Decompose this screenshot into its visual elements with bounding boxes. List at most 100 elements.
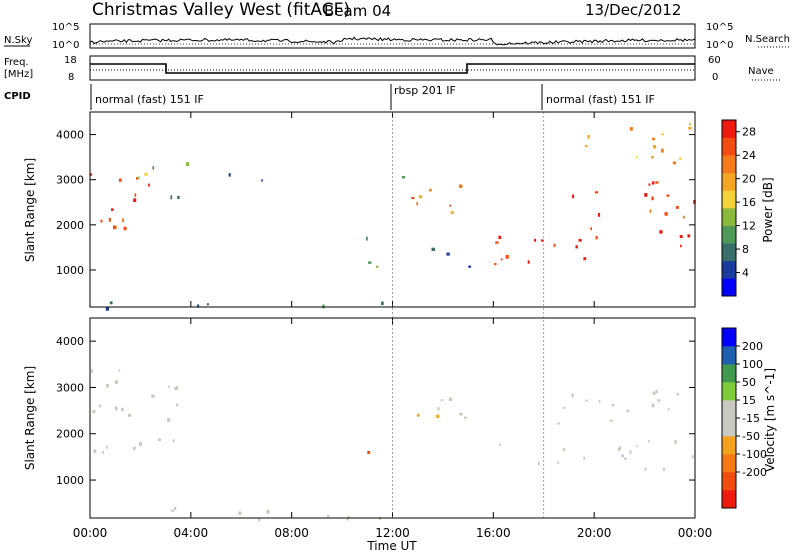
data-cell bbox=[679, 235, 683, 238]
data-cell bbox=[495, 241, 499, 244]
data-cell bbox=[590, 227, 592, 231]
data-cell bbox=[678, 157, 682, 160]
data-cell bbox=[494, 263, 497, 266]
data-cell bbox=[133, 446, 136, 450]
data-cell bbox=[99, 404, 102, 408]
data-cell bbox=[172, 439, 175, 442]
data-cell bbox=[136, 177, 138, 180]
colorbar-tick-label: -15 bbox=[742, 412, 760, 425]
velocity-colorbar-label: Velocity [m s^-1] bbox=[763, 368, 777, 472]
y-tick-label: 2000 bbox=[56, 219, 84, 232]
data-cell bbox=[122, 218, 124, 223]
data-cell bbox=[106, 384, 109, 388]
data-cell bbox=[534, 238, 537, 242]
data-cell bbox=[661, 148, 664, 153]
data-cell bbox=[446, 252, 450, 256]
data-cell bbox=[418, 195, 423, 199]
time-axis: 00:00 04:00 08:00 12:00 16:00 20:00 00:00 bbox=[73, 112, 713, 540]
freq-right-tick-bottom: 0 bbox=[712, 72, 718, 83]
data-cell bbox=[139, 442, 142, 446]
data-cell bbox=[411, 196, 415, 199]
data-cell bbox=[657, 399, 661, 402]
data-cell bbox=[185, 162, 190, 167]
data-cell bbox=[367, 450, 371, 454]
data-cell bbox=[578, 238, 582, 242]
colorbar-tick-label: 20 bbox=[742, 173, 756, 186]
data-cell bbox=[553, 243, 556, 248]
cpid-mode-label: normal (fast) 151 IF bbox=[95, 93, 204, 106]
colorbar-tick-label: 100 bbox=[742, 358, 763, 371]
data-cell bbox=[177, 195, 180, 199]
x-tick-label: 00:00 bbox=[678, 526, 713, 540]
data-cell bbox=[594, 191, 599, 194]
data-cell bbox=[366, 236, 368, 241]
data-cell bbox=[571, 393, 574, 398]
data-cell bbox=[587, 135, 590, 139]
velocity-colorbar: 200 100 50 15 -15 -50 -100 -200 bbox=[721, 327, 767, 509]
colorbar-tick-label: 8 bbox=[742, 243, 749, 256]
data-cell bbox=[648, 183, 651, 186]
data-cell bbox=[375, 265, 379, 268]
colorbar-frame bbox=[721, 119, 737, 297]
colorbar-tick-label: 28 bbox=[742, 126, 756, 139]
data-cell bbox=[90, 173, 93, 176]
data-cell bbox=[459, 184, 463, 188]
data-cell bbox=[346, 517, 349, 521]
data-cell bbox=[381, 301, 384, 306]
frequency-strip: Freq. [MHz] 18 8 60 0 Nave bbox=[4, 55, 780, 83]
y-tick-label: 3000 bbox=[56, 174, 84, 187]
noise-sky-trace bbox=[89, 36, 696, 46]
colorbar-segment bbox=[722, 225, 736, 244]
freq-left-tick-bottom: 8 bbox=[68, 72, 74, 83]
data-cell bbox=[500, 258, 503, 261]
power-y-axis: 1000 2000 3000 4000 bbox=[56, 129, 695, 277]
y-tick-label: 4000 bbox=[56, 129, 84, 142]
colorbar-segment bbox=[722, 120, 736, 138]
data-cell bbox=[118, 178, 122, 182]
x-tick-label: 20:00 bbox=[577, 526, 612, 540]
data-cell bbox=[144, 172, 148, 176]
data-cell bbox=[368, 261, 372, 264]
data-cell bbox=[450, 211, 454, 214]
data-cell bbox=[583, 456, 585, 460]
data-cell bbox=[93, 449, 97, 453]
y-tick-label: 3000 bbox=[56, 381, 84, 394]
data-cell bbox=[651, 403, 655, 408]
power-ylabel: Slant Range [km] bbox=[23, 158, 37, 262]
data-cell bbox=[168, 385, 170, 389]
time-axis-label: Time UT bbox=[366, 539, 417, 553]
colorbar-tick-label: 50 bbox=[742, 376, 756, 389]
data-cell bbox=[505, 254, 509, 259]
data-cell bbox=[538, 462, 540, 466]
data-cell bbox=[170, 509, 175, 512]
data-cell bbox=[687, 234, 691, 238]
velocity-panel: 1000 2000 3000 4000 Slant Range [km] 200 100… bbox=[23, 317, 777, 522]
x-tick-label: 00:00 bbox=[73, 526, 108, 540]
data-cell bbox=[327, 515, 330, 518]
cpid-label: CPID bbox=[4, 91, 31, 102]
data-cell bbox=[100, 219, 103, 223]
colorbar-tick-label: -200 bbox=[742, 466, 767, 479]
data-cell bbox=[661, 133, 664, 136]
data-cell bbox=[133, 198, 137, 203]
power-colorbar-label: Power [dB] bbox=[761, 177, 775, 242]
data-cell bbox=[662, 468, 665, 472]
noise-strip: N.Sky 10^5 10^0 10^5 10^0 N.Search bbox=[4, 22, 790, 51]
plot-title: Christmas Valley West (fitACF) bbox=[92, 0, 350, 20]
data-cell bbox=[152, 166, 155, 170]
colorbar-segment bbox=[722, 400, 736, 419]
data-cell bbox=[659, 230, 663, 234]
x-tick-label: 04:00 bbox=[174, 526, 209, 540]
colorbar-segment bbox=[722, 382, 736, 401]
data-cell bbox=[416, 201, 418, 206]
data-cell bbox=[102, 451, 104, 455]
data-cell bbox=[258, 517, 261, 522]
data-cell bbox=[595, 235, 598, 240]
data-cell bbox=[92, 410, 96, 414]
colorbar-segment bbox=[722, 137, 736, 156]
data-cell bbox=[585, 399, 588, 402]
data-cell bbox=[672, 161, 677, 165]
colorbar-segment bbox=[722, 418, 736, 437]
data-cell bbox=[123, 226, 127, 231]
frequency-trace bbox=[90, 63, 695, 74]
